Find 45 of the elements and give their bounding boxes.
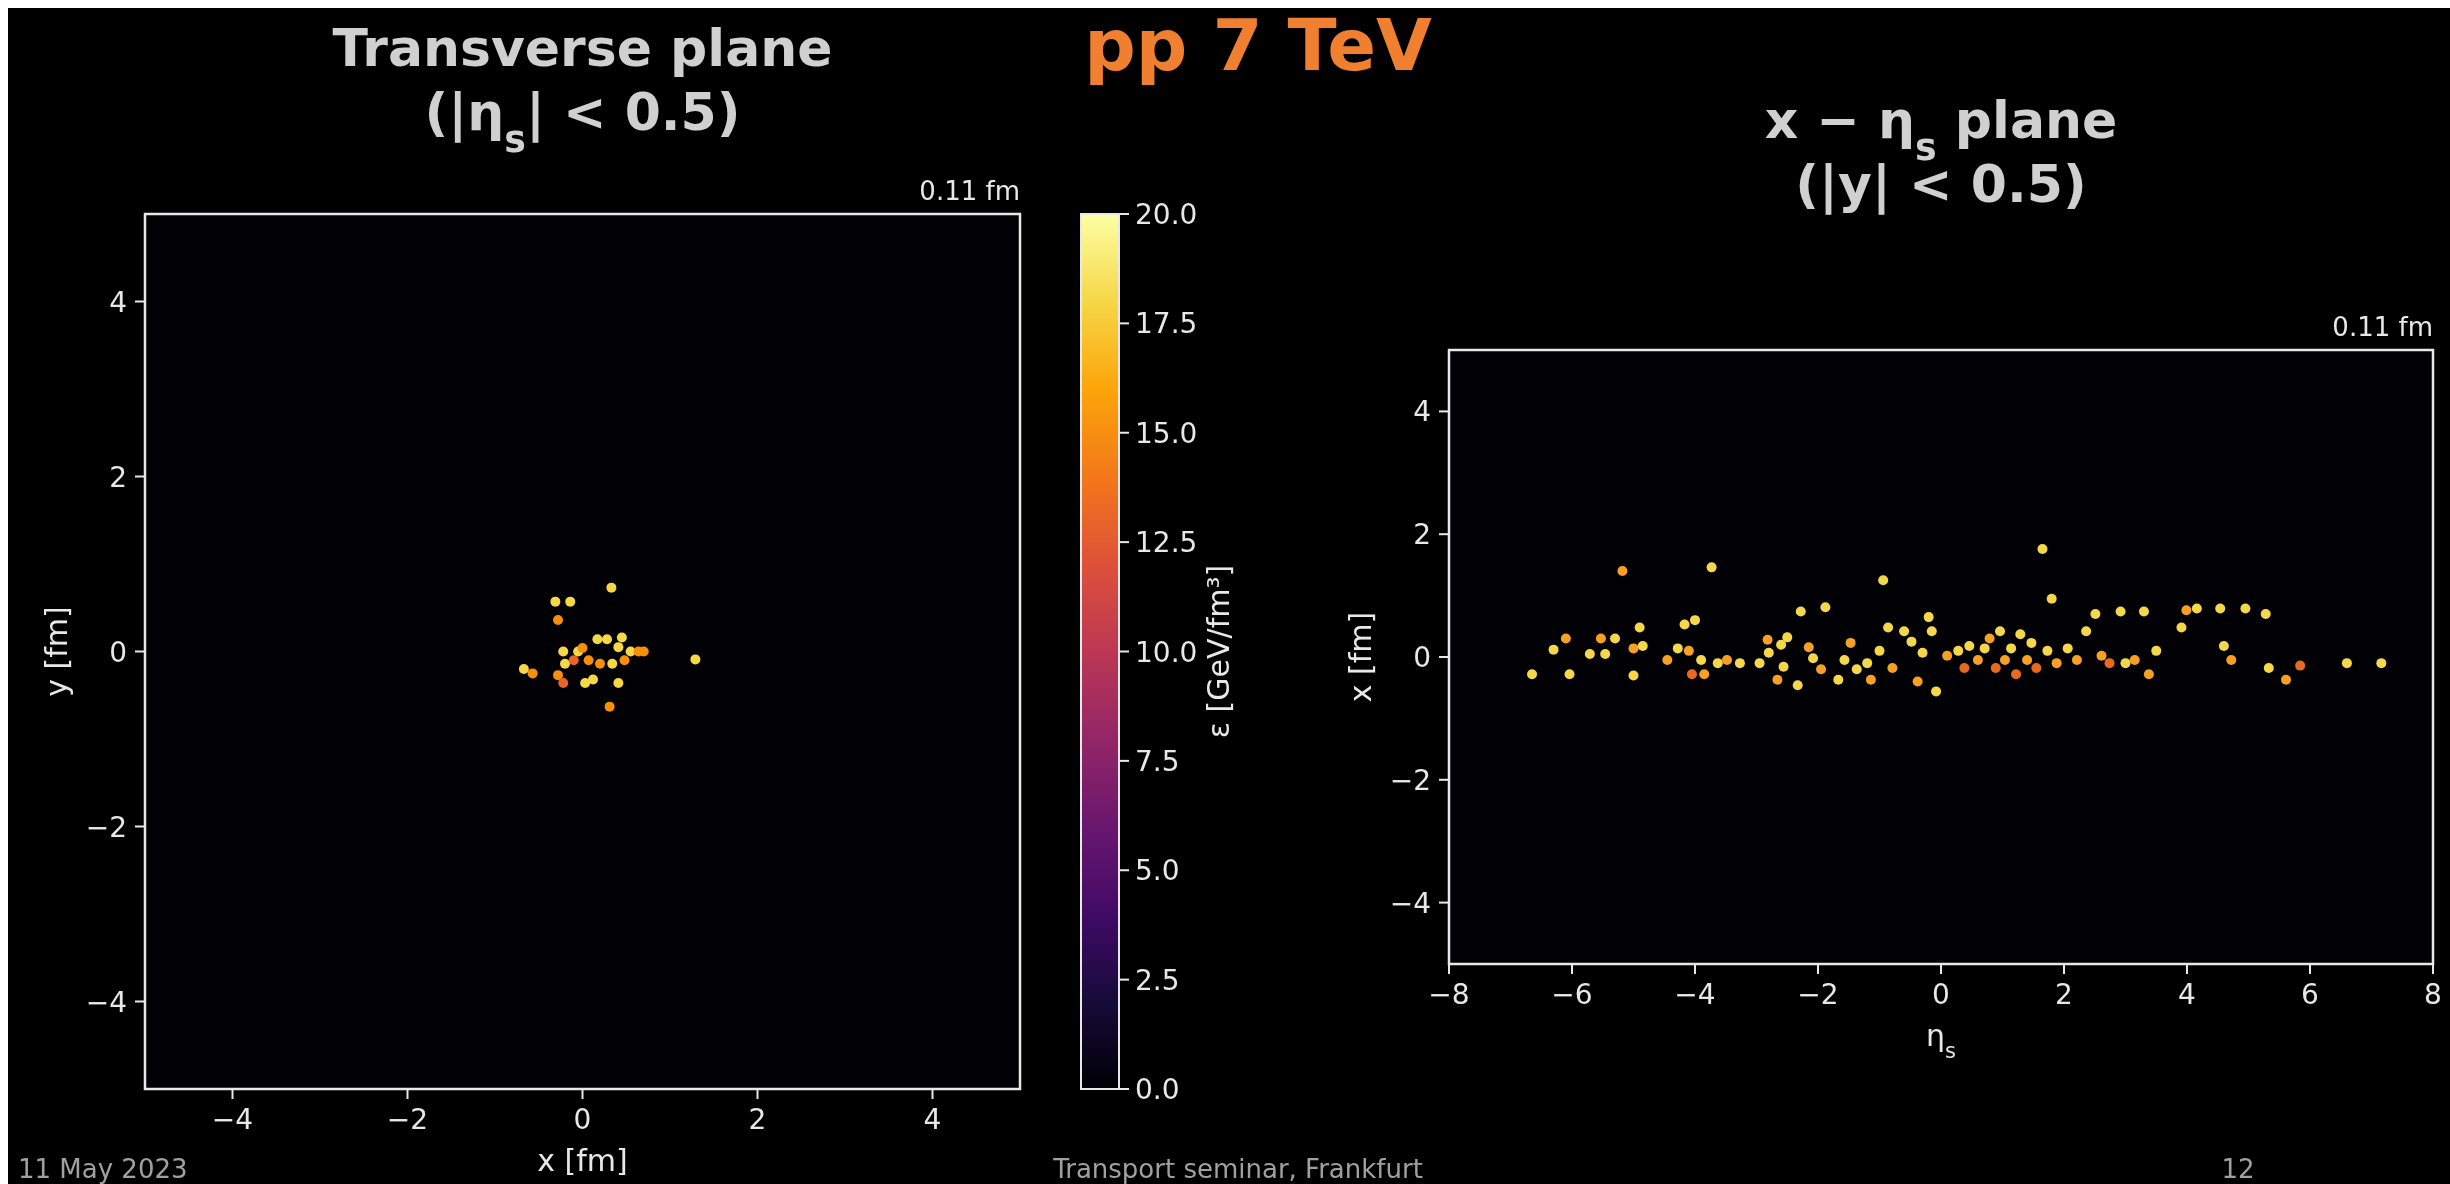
- y-tick-label: −2: [85, 810, 127, 844]
- color-bar-label: 5.0: [1135, 854, 1180, 888]
- text: Transport seminar, Frankfurt: [1052, 1154, 1423, 1184]
- y-tick-label: −2: [1389, 763, 1431, 797]
- color-bar-label: 0.0: [1135, 1073, 1180, 1106]
- color-bar-title: ε [GeV/fm³]: [1201, 564, 1236, 739]
- color-bar-label: 12.5: [1135, 526, 1198, 560]
- y-axis-title: y [fm]: [39, 606, 74, 697]
- x-tick-label: 0: [573, 1103, 592, 1136]
- x-tick-label: −4: [1674, 978, 1716, 1011]
- chart-title: x − η$_{s}$ plane (|y| < 0.5): [1764, 90, 2118, 215]
- x-tick-label: −2: [1797, 978, 1839, 1011]
- x-tick-label: 2: [748, 1103, 767, 1136]
- y-tick-label: 2: [109, 460, 127, 494]
- y-tick-label: 2: [1413, 518, 1431, 552]
- y-tick-label: 0: [109, 635, 127, 669]
- x-tick-label: 4: [923, 1103, 942, 1136]
- text: pp 7 TeV: [1084, 3, 1432, 87]
- color-bar-label: 2.5: [1135, 963, 1180, 997]
- x-tick-label: 8: [2424, 978, 2442, 1011]
- x-tick-label: −6: [1551, 978, 1593, 1011]
- x-tick-label: 4: [2178, 978, 2196, 1011]
- y-tick-label: 0: [1413, 641, 1431, 674]
- color-bar-label: 20.0: [1135, 198, 1198, 231]
- color-bar-label: 10.0: [1135, 635, 1198, 669]
- x-tick-label: −8: [1428, 978, 1470, 1011]
- x-axis-title: η$_{s}$: [1926, 1018, 1956, 1063]
- y-tick-label: 4: [109, 285, 127, 319]
- color-bar-label: 7.5: [1135, 744, 1180, 778]
- x-tick-label: −4: [211, 1103, 254, 1136]
- color-bar-label: 17.5: [1135, 307, 1198, 341]
- text: 0.11 fm: [2332, 312, 2433, 342]
- y-tick-label: 4: [1413, 395, 1431, 429]
- text: 0.11 fm: [919, 176, 1020, 206]
- text: 12: [2221, 1154, 2255, 1184]
- y-axis-title: x [fm]: [1343, 611, 1378, 703]
- text: 11 May 2023: [18, 1154, 188, 1184]
- color-bar-label: 15.0: [1135, 416, 1198, 450]
- y-tick-label: −4: [1389, 886, 1431, 920]
- x-axis-title: x [fm]: [537, 1143, 628, 1178]
- chart-title: Transverse plane (|η$_{s}$| < 0.5): [332, 18, 833, 161]
- x-tick-label: −2: [386, 1103, 429, 1136]
- x-tick-label: 0: [1932, 978, 1950, 1011]
- x-tick-label: 6: [2301, 978, 2319, 1011]
- x-tick-label: 2: [2055, 978, 2073, 1011]
